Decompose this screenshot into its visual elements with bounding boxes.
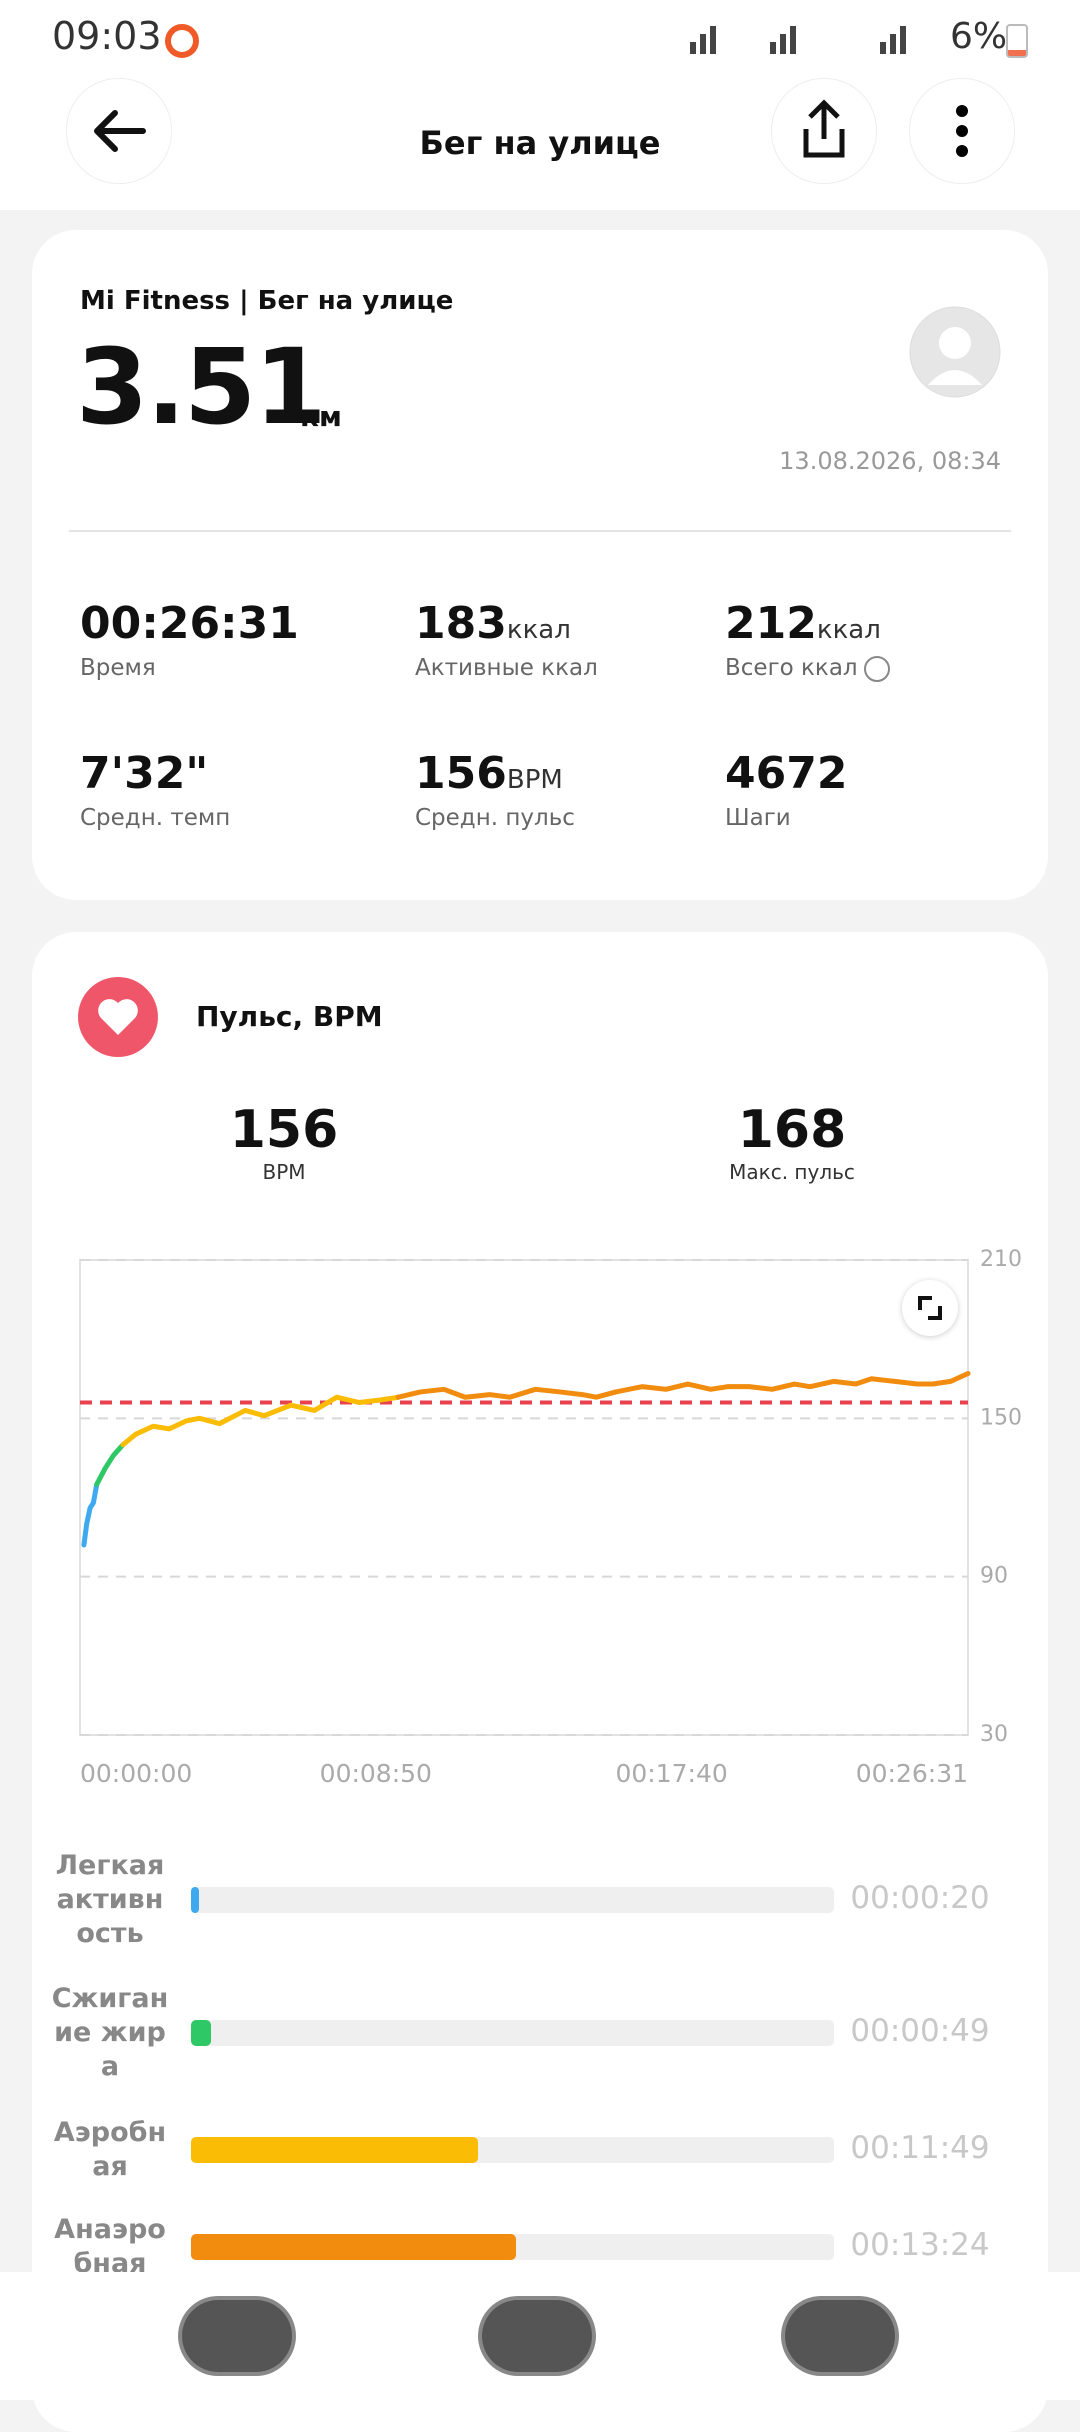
zone-time: 00:00:49 (850, 2013, 990, 2049)
status-icons (690, 26, 906, 54)
stat-number: 156 (415, 748, 507, 799)
stat-value: 7'32" (80, 748, 230, 799)
zone-bar (191, 1887, 200, 1913)
zone-track (191, 2020, 834, 2046)
stat-unit: BPM (506, 765, 563, 795)
status-icon (165, 24, 199, 58)
zone-time: 00:00:20 (850, 1880, 990, 1916)
hr-stat-label: BPM (262, 1160, 306, 1184)
heart-rate-line (120, 1394, 401, 1448)
stat-number: 4672 (725, 748, 848, 799)
zone-time: 00:13:24 (850, 2227, 990, 2263)
zone-bar (191, 2137, 478, 2163)
stat-number: 183 (415, 598, 507, 649)
menu-button[interactable] (909, 78, 1015, 184)
distance-unit: км (300, 400, 342, 433)
x-tick-label: 00:26:31 (856, 1759, 968, 1788)
stat-label: Шаги (725, 805, 791, 831)
stat: 212ккал Всего ккал (725, 598, 890, 682)
stat: 183ккал Активные ккал (415, 598, 598, 681)
divider (69, 530, 1011, 532)
y-tick-label: 210 (980, 1247, 1022, 1272)
y-tick-label: 90 (980, 1564, 1008, 1589)
stat-label: Время (80, 655, 156, 681)
hr-stat-value: 168 (737, 1100, 847, 1160)
zone-label: Легкая активность (55, 1850, 165, 1949)
heart-rate-line (81, 1481, 100, 1548)
heart-rate-line (395, 1370, 971, 1400)
x-tick-label: 00:17:40 (615, 1759, 727, 1788)
stat-number: 00:26:31 (80, 598, 299, 649)
share-button[interactable] (771, 78, 877, 184)
recents-button[interactable] (182, 2300, 292, 2372)
avatar[interactable] (908, 305, 1002, 399)
stat: 7'32" Средн. темп (80, 748, 230, 831)
y-tick-label: 30 (980, 1722, 1008, 1747)
hr-stat-label: Макс. пульс (729, 1160, 855, 1184)
stat-unit: ккал (506, 615, 571, 645)
info-icon[interactable] (863, 655, 890, 682)
battery-icon (1006, 24, 1028, 58)
zone-track (191, 1887, 834, 1913)
stat: 156BPM Средн. пульс (415, 748, 575, 831)
stat: 4672 Шаги (725, 748, 847, 831)
stat-label: Активные ккал (415, 655, 598, 681)
stat-unit: ккал (816, 615, 881, 645)
x-tick-label: 00:08:50 (320, 1759, 432, 1788)
heart-rate-line (94, 1442, 126, 1487)
summary-source: Mi Fitness | Бег на улице (80, 286, 454, 316)
heart-rate-chart: 30 90 150 210 00:00:00 00:08:50 00:17:40 00:26:… (79, 1247, 1022, 1788)
hr-stat-value: 156 (229, 1100, 339, 1160)
hr-stat: 168 Макс. пульс (642, 1100, 942, 1184)
stat-number: 212 (725, 598, 817, 649)
stat-label: Средн. темп (80, 805, 231, 831)
zone-bar (191, 2234, 516, 2260)
zone-label: Сжигание жира (51, 1983, 169, 2082)
status-battery: 6% (950, 16, 1008, 57)
heart-icon (78, 977, 158, 1057)
status-time: 09:03 (52, 14, 162, 58)
zone-bar (191, 2020, 211, 2046)
stat: 00:26:31 Время (80, 598, 299, 681)
back-nav-button[interactable] (785, 2300, 895, 2372)
back-button[interactable] (66, 78, 172, 184)
stat-number: 7'32" (80, 748, 209, 799)
page-title: Бег на улице (419, 124, 661, 162)
distance-value: 3.51 (76, 326, 327, 448)
heart-title: Пульс, BPM (196, 1000, 383, 1033)
home-button[interactable] (482, 2300, 592, 2372)
stat-label: Всего ккал (725, 655, 890, 682)
zone-label: Аэробная (53, 2117, 167, 2182)
x-tick-label: 00:00:00 (80, 1759, 192, 1788)
plot-frame (79, 1259, 969, 1736)
stat-value: 00:26:31 (80, 598, 299, 649)
stat-value: 183ккал (415, 598, 598, 649)
summary-card (32, 230, 1048, 900)
heart-card (32, 932, 1048, 2432)
stat-value: 156BPM (415, 748, 575, 799)
stat-value: 4672 (725, 748, 847, 799)
summary-datetime: 13.08.2026, 08:34 (779, 447, 1001, 475)
stat-value: 212ккал (725, 598, 890, 649)
expand-button[interactable] (902, 1280, 958, 1336)
y-tick-label: 150 (980, 1405, 1022, 1430)
zone-time: 00:11:49 (850, 2130, 990, 2166)
hr-stat: 156 BPM (134, 1100, 434, 1184)
stat-label: Средн. пульс (415, 805, 575, 831)
